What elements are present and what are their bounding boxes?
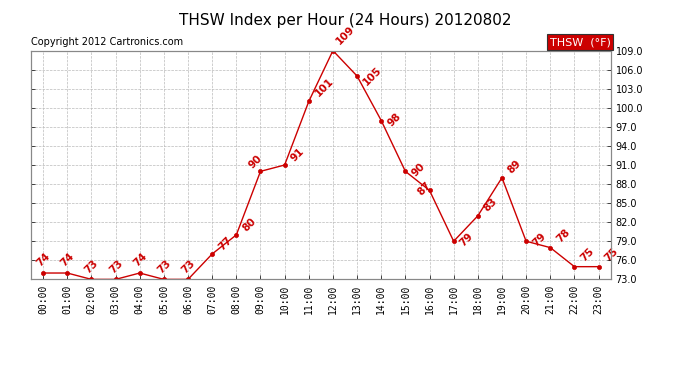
Text: 79: 79 — [531, 231, 548, 248]
Text: 83: 83 — [482, 196, 500, 213]
Text: 80: 80 — [241, 216, 258, 234]
Text: 101: 101 — [313, 76, 335, 99]
Text: 74: 74 — [59, 251, 77, 269]
Text: 74: 74 — [131, 251, 149, 269]
Text: Copyright 2012 Cartronics.com: Copyright 2012 Cartronics.com — [31, 37, 183, 47]
Text: 89: 89 — [506, 158, 524, 175]
Text: 109: 109 — [335, 24, 357, 46]
Text: 77: 77 — [217, 235, 234, 253]
Text: 73: 73 — [155, 258, 173, 275]
Text: 90: 90 — [410, 161, 427, 178]
Text: 73: 73 — [179, 258, 197, 275]
Text: 74: 74 — [34, 251, 52, 269]
Text: 105: 105 — [362, 65, 384, 87]
Text: 87: 87 — [415, 180, 433, 197]
Text: 73: 73 — [83, 258, 101, 275]
Text: 73: 73 — [107, 258, 125, 275]
Text: 75: 75 — [603, 246, 620, 264]
Text: THSW Index per Hour (24 Hours) 20120802: THSW Index per Hour (24 Hours) 20120802 — [179, 13, 511, 28]
Text: 90: 90 — [246, 153, 264, 170]
Text: 98: 98 — [386, 112, 403, 129]
Text: 91: 91 — [289, 146, 306, 164]
Text: 75: 75 — [579, 246, 596, 264]
Text: THSW  (°F): THSW (°F) — [550, 37, 611, 47]
Text: 79: 79 — [458, 231, 475, 248]
Text: 78: 78 — [555, 227, 572, 245]
